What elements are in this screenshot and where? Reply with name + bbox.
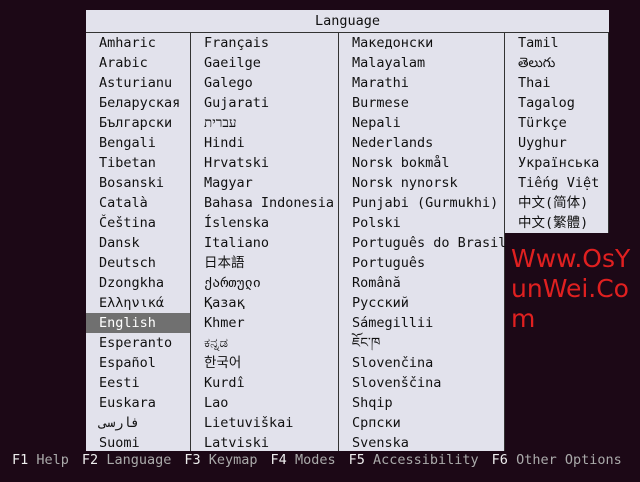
language-option[interactable]: Norsk nynorsk bbox=[352, 175, 458, 191]
language-option[interactable]: Français bbox=[204, 35, 270, 51]
function-key-f6[interactable]: F6 Other Options bbox=[492, 452, 622, 468]
language-option[interactable]: Magyar bbox=[204, 175, 253, 191]
language-option[interactable]: Română bbox=[352, 275, 401, 291]
language-option[interactable]: Bengali bbox=[99, 135, 156, 151]
language-option[interactable]: Українська bbox=[518, 155, 600, 171]
key-label: Help bbox=[36, 452, 69, 468]
language-option[interactable]: తెలుగు bbox=[518, 55, 556, 71]
language-option[interactable]: Italiano bbox=[204, 235, 270, 251]
language-option[interactable]: Gaeilge bbox=[204, 55, 261, 71]
language-option[interactable]: Norsk bokmål bbox=[352, 155, 450, 171]
language-option[interactable]: Hindi bbox=[204, 135, 245, 151]
language-option[interactable]: Thai bbox=[518, 75, 551, 91]
function-key-f2[interactable]: F2 Language bbox=[82, 452, 171, 468]
key-label: Accessibility bbox=[373, 452, 479, 468]
language-option[interactable]: Македонски bbox=[352, 35, 434, 51]
language-option[interactable]: Lietuviškai bbox=[204, 415, 294, 431]
language-option[interactable]: Uyghur bbox=[518, 135, 567, 151]
language-option[interactable]: Arabic bbox=[99, 55, 148, 71]
key-name: F4 bbox=[270, 452, 287, 468]
language-option[interactable]: Српски bbox=[352, 415, 401, 431]
language-option[interactable]: Esperanto bbox=[99, 335, 173, 351]
language-option[interactable]: Tagalog bbox=[518, 95, 575, 111]
language-option[interactable]: Español bbox=[99, 355, 156, 371]
language-column-3: Македонски Malayalam Marathi Burmese Nepali N… bbox=[339, 33, 507, 451]
language-option[interactable]: Svenska bbox=[352, 435, 409, 451]
language-option[interactable]: Burmese bbox=[352, 95, 409, 111]
language-option[interactable]: Lao bbox=[204, 395, 229, 411]
language-option[interactable]: Čeština bbox=[99, 215, 156, 231]
language-option[interactable]: Ελληνικά bbox=[99, 295, 165, 311]
key-label: Modes bbox=[294, 452, 336, 468]
language-option[interactable]: Polski bbox=[352, 215, 401, 231]
function-key-f5[interactable]: F5 Accessibility bbox=[349, 452, 479, 468]
language-option[interactable]: Tamil bbox=[518, 35, 559, 51]
language-option[interactable]: 한국어 bbox=[204, 355, 242, 371]
language-option[interactable]: 中文(简体) bbox=[518, 195, 589, 211]
language-option[interactable]: Íslenska bbox=[204, 215, 270, 231]
language-option[interactable]: Português do Brasil bbox=[352, 235, 507, 251]
language-option[interactable]: עברית bbox=[204, 115, 237, 131]
language-column-4: Tamil తెలుగు Thai Tagalog Türkçe Uyghur Україн… bbox=[505, 33, 609, 233]
language-option[interactable]: Eesti bbox=[99, 375, 140, 391]
language-option[interactable]: Shqip bbox=[352, 395, 393, 411]
language-option[interactable]: Malayalam bbox=[352, 55, 426, 71]
language-option[interactable]: Қазақ bbox=[204, 295, 245, 311]
language-option[interactable]: Türkçe bbox=[518, 115, 567, 131]
language-option[interactable]: ಕನ್ನಡ bbox=[204, 335, 229, 351]
language-option[interactable]: Euskara bbox=[99, 395, 156, 411]
language-column-2: Français Gaeilge Galego Gujarati עברית Hindi H… bbox=[191, 33, 339, 451]
language-option[interactable]: Dzongkha bbox=[99, 275, 165, 291]
language-option[interactable]: Deutsch bbox=[99, 255, 156, 271]
key-name: F2 bbox=[81, 452, 99, 468]
language-option[interactable]: Gujarati bbox=[204, 95, 270, 111]
watermark: Www.OsYunWei.Com bbox=[511, 244, 631, 333]
language-option[interactable]: English bbox=[86, 313, 190, 333]
key-label: Other Options bbox=[516, 452, 622, 468]
language-option[interactable]: Nepali bbox=[352, 115, 401, 131]
language-option[interactable]: Tiếng Việt bbox=[518, 175, 600, 191]
language-option[interactable]: Galego bbox=[204, 75, 253, 91]
language-option[interactable]: Русский bbox=[352, 295, 409, 311]
language-column-1: Amharic Arabic Asturianu Беларуская Българск… bbox=[86, 33, 191, 451]
language-option[interactable]: Marathi bbox=[352, 75, 409, 91]
language-option[interactable]: Latviski bbox=[204, 435, 270, 451]
language-option[interactable]: Беларуская bbox=[99, 95, 181, 111]
language-option[interactable]: Български bbox=[99, 115, 173, 131]
language-option[interactable]: ქართული bbox=[204, 275, 261, 291]
key-name: F1 bbox=[12, 452, 29, 468]
function-key-f3[interactable]: F3 Keymap bbox=[184, 452, 257, 468]
key-name: F6 bbox=[491, 452, 508, 468]
language-option[interactable]: Kurdî bbox=[204, 375, 245, 391]
language-option[interactable]: Slovenščina bbox=[352, 375, 442, 391]
key-label: Keymap bbox=[208, 452, 258, 468]
language-menu-title: Language bbox=[86, 10, 609, 33]
language-option[interactable]: Dansk bbox=[99, 235, 140, 251]
language-option[interactable]: Bosanski bbox=[99, 175, 165, 191]
language-option[interactable]: Sámegillii bbox=[352, 315, 434, 331]
language-option[interactable]: Asturianu bbox=[99, 75, 173, 91]
language-option[interactable]: 中文(繁體) bbox=[518, 215, 589, 231]
language-option[interactable]: Bahasa Indonesia bbox=[204, 195, 335, 211]
key-label: Language bbox=[106, 452, 172, 468]
language-option[interactable]: Hrvatski bbox=[204, 155, 270, 171]
language-option[interactable]: Català bbox=[99, 195, 148, 211]
function-key-f4[interactable]: F4 Modes bbox=[271, 452, 336, 468]
language-option[interactable]: Nederlands bbox=[352, 135, 434, 151]
language-option[interactable]: 日本語 bbox=[204, 255, 245, 271]
language-option[interactable]: Suomi bbox=[99, 435, 140, 451]
language-option[interactable]: Português bbox=[352, 255, 426, 271]
language-option[interactable]: Punjabi (Gurmukhi) bbox=[352, 195, 499, 211]
language-option[interactable]: ཇོང་ཁ bbox=[352, 335, 381, 351]
key-name: F5 bbox=[348, 452, 365, 468]
key-name: F3 bbox=[184, 452, 201, 468]
function-key-f1[interactable]: F1 Help bbox=[12, 452, 69, 468]
language-option[interactable]: Amharic bbox=[99, 35, 156, 51]
language-option[interactable]: Tibetan bbox=[99, 155, 156, 171]
language-option[interactable]: Slovenčina bbox=[352, 355, 434, 371]
language-option[interactable]: Khmer bbox=[204, 315, 245, 331]
language-option[interactable]: فارسی bbox=[99, 415, 140, 431]
function-key-bar: F1 Help F2 Language F3 Keymap F4 Modes F5 Ac… bbox=[12, 452, 635, 468]
